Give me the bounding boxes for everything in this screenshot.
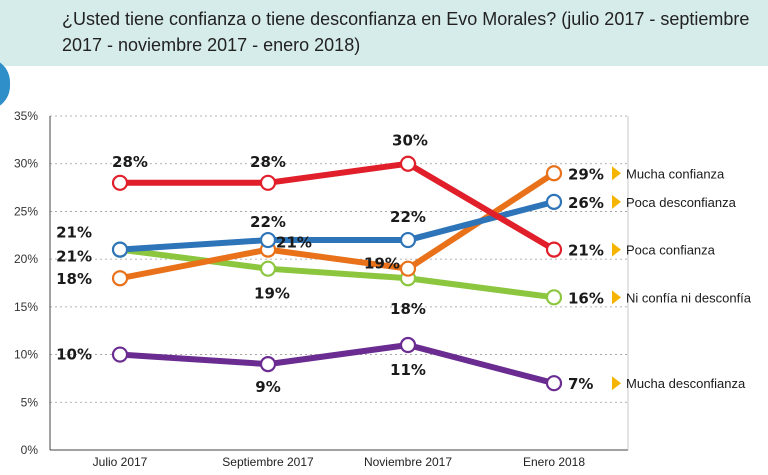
data-point — [399, 260, 417, 277]
data-label: 16% — [568, 289, 604, 307]
data-point — [111, 270, 129, 287]
data-label: 19% — [364, 255, 400, 273]
data-label: 22% — [250, 213, 286, 231]
legend-arrow — [612, 242, 621, 257]
series-line — [117, 342, 557, 387]
data-point — [259, 174, 277, 191]
data-point — [399, 336, 417, 354]
data-label: 26% — [568, 194, 604, 212]
data-label: 18% — [390, 300, 426, 318]
legend-entry: Mucha confianza — [626, 166, 725, 181]
data-point — [111, 174, 129, 191]
data-point — [399, 231, 417, 249]
legend-arrow — [612, 194, 621, 209]
legend-entry: Ni confía ni desconfía — [626, 290, 752, 305]
legend-arrow — [612, 290, 621, 305]
data-label: 7% — [568, 375, 593, 393]
data-point — [259, 356, 277, 373]
data-label: 28% — [112, 153, 148, 171]
data-label: 21% — [56, 224, 92, 242]
data-point — [545, 193, 563, 210]
series-line — [117, 160, 557, 253]
data-point — [545, 375, 563, 392]
data-point — [545, 165, 563, 182]
legend-arrow — [612, 376, 621, 391]
legend-arrow — [612, 166, 621, 181]
x-tick-label: Enero 2018 — [523, 455, 585, 469]
data-point — [111, 346, 129, 363]
series-line — [117, 170, 557, 282]
y-tick-label: 35% — [14, 109, 38, 123]
data-label: 11% — [390, 361, 426, 379]
legend-entry: Poca desconfianza — [626, 195, 737, 210]
data-label: 18% — [56, 270, 92, 288]
x-tick-label: Julio 2017 — [93, 455, 148, 469]
legend-entry: Mucha desconfianza — [626, 376, 746, 391]
data-point — [545, 241, 563, 258]
data-point — [399, 155, 417, 172]
data-label: 21% — [568, 242, 604, 260]
data-label: 10% — [56, 346, 92, 364]
decorative-tab — [0, 58, 10, 110]
data-point — [545, 289, 563, 306]
chart-title: ¿Usted tiene confianza o tiene desconfia… — [62, 9, 750, 55]
title-banner: ¿Usted tiene confianza o tiene desconfia… — [0, 0, 768, 66]
y-tick-label: 5% — [21, 395, 39, 409]
y-tick-label: 20% — [14, 252, 38, 266]
series-line — [117, 198, 557, 253]
data-label: 29% — [568, 165, 604, 183]
y-tick-label: 10% — [14, 348, 38, 362]
legend-entry: Poca confianza — [626, 243, 716, 258]
data-label: 9% — [255, 378, 280, 396]
y-tick-label: 0% — [21, 443, 39, 457]
data-label: 22% — [390, 208, 426, 226]
data-point — [111, 241, 129, 258]
data-label: 19% — [254, 285, 290, 303]
series-line — [117, 246, 557, 301]
x-tick-label: Septiembre 2017 — [222, 455, 314, 469]
data-point — [259, 260, 277, 277]
data-label: 21% — [56, 248, 92, 266]
x-tick-label: Noviembre 2017 — [364, 455, 452, 469]
y-tick-label: 15% — [14, 300, 38, 314]
data-label: 28% — [250, 153, 286, 171]
data-point — [259, 231, 277, 249]
data-label: 30% — [392, 132, 428, 150]
y-tick-label: 25% — [14, 204, 38, 218]
data-label: 21% — [276, 234, 312, 252]
y-tick-label: 30% — [14, 157, 38, 171]
